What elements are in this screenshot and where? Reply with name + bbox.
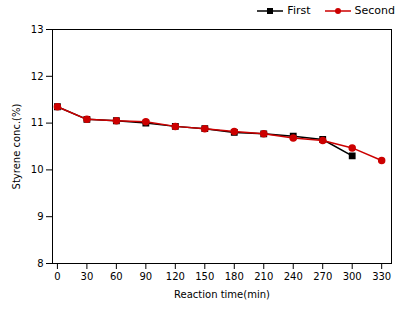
svg-text:0: 0	[54, 271, 60, 282]
svg-text:30: 30	[81, 271, 94, 282]
html-text:Second: Second	[354, 4, 395, 17]
svg-text:120: 120	[166, 271, 185, 282]
svg-text:10: 10	[31, 164, 44, 175]
svg-text:12: 12	[31, 71, 44, 82]
svg-text:60: 60	[110, 271, 123, 282]
svg-text:240: 240	[284, 271, 303, 282]
svg-text:180: 180	[225, 271, 244, 282]
html-text:First: First	[287, 4, 311, 17]
svg-text:330: 330	[372, 271, 391, 282]
svg-text:13: 13	[31, 24, 44, 35]
svg-text:300: 300	[343, 271, 362, 282]
svg-text:210: 210	[254, 271, 273, 282]
svg-text:Reaction time(min): Reaction time(min)	[174, 289, 270, 300]
svg-text:90: 90	[139, 271, 152, 282]
svg-text:8: 8	[37, 258, 43, 269]
svg-text:Styrene conc.(%): Styrene conc.(%)	[11, 103, 22, 189]
svg-text:150: 150	[195, 271, 214, 282]
svg-text:270: 270	[313, 271, 332, 282]
svg-text:11: 11	[31, 117, 44, 128]
svg-text:9: 9	[37, 211, 43, 222]
